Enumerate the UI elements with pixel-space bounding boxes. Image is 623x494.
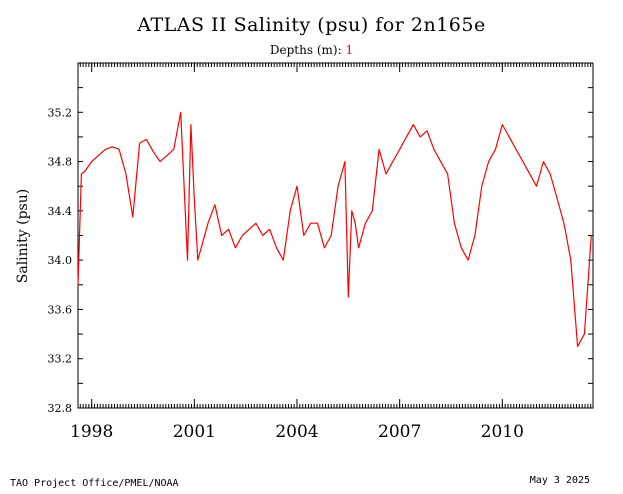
series-group	[77, 111, 592, 347]
x-tick-label: 2007	[378, 422, 421, 442]
y-tick-label: 34.8	[48, 156, 73, 169]
plot-frame	[77, 62, 594, 409]
x-tick-label: 2010	[481, 422, 524, 442]
y-tick-label: 34.4	[48, 205, 73, 218]
depths-label: Depths (m):	[269, 43, 342, 57]
y-tick-label: 35.2	[48, 106, 73, 119]
x-tick-label: 2004	[275, 422, 318, 442]
y-tick-label: 33.2	[48, 353, 73, 366]
y-axis-label: Salinity (psu)	[15, 189, 31, 283]
x-tick-label: 2001	[173, 422, 216, 442]
footer-date: May 3 2025	[529, 475, 590, 486]
x-minor-ticks	[79, 63, 592, 408]
y-tick-label: 33.6	[48, 303, 73, 316]
y-ticks: 32.8 33.2 33.6 34.0 34.4 34.8 35.2	[48, 62, 593, 415]
footer-credit: TAO Project Office/PMEL/NOAA	[10, 478, 179, 489]
y-tick-label: 34.0	[48, 254, 73, 267]
x-ticks: 1998 2001 2004 2007 2010	[70, 63, 524, 442]
salinity-series-line	[77, 111, 592, 347]
chart-subtitle: Depths (m): 1	[0, 43, 623, 57]
y-tick-label: 32.8	[48, 402, 73, 415]
chart-title: ATLAS II Salinity (psu) for 2n165e	[137, 14, 486, 36]
x-tick-label: 1998	[70, 422, 113, 442]
depths-value: 1	[345, 43, 354, 57]
